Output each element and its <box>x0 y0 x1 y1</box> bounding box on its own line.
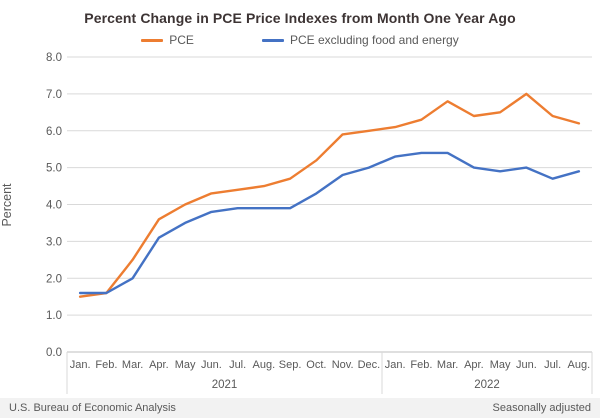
legend-item-core-pce: PCE excluding food and energy <box>261 33 459 47</box>
month-tick-label: Nov. <box>332 359 354 371</box>
month-tick-label: Jun. <box>516 359 537 371</box>
legend-label-core-pce: PCE excluding food and energy <box>289 33 459 47</box>
month-tick-label: Aug. <box>253 359 276 371</box>
legend-label-pce: PCE <box>169 33 194 47</box>
month-tick-label: Jan. <box>70 359 91 371</box>
month-tick-label: Mar. <box>437 359 458 371</box>
month-tick-label: Sep. <box>279 359 302 371</box>
footer-source: U.S. Bureau of Economic Analysis <box>9 402 176 414</box>
month-tick-label: Jun. <box>201 359 222 371</box>
series-line-pce <box>78 92 581 298</box>
y-axis-title: Percent <box>0 183 14 227</box>
y-tick-label: 2.0 <box>46 273 62 285</box>
y-tick-label: 6.0 <box>46 126 62 138</box>
month-tick-label: Apr. <box>149 359 169 371</box>
month-tick-label: Dec. <box>358 359 381 371</box>
month-tick-label: Jul. <box>544 359 561 371</box>
y-tick-label: 1.0 <box>46 310 62 322</box>
footer-note: Seasonally adjusted <box>492 402 591 414</box>
y-tick-label: 7.0 <box>46 89 62 101</box>
month-tick-label: Mar. <box>122 359 143 371</box>
month-tick-label: May <box>175 359 196 371</box>
month-tick-label: Feb. <box>95 359 117 371</box>
y-tick-label: 3.0 <box>46 236 62 248</box>
month-tick-label: Jul. <box>229 359 246 371</box>
month-tick-label: Oct. <box>306 359 326 371</box>
year-group-label: 2021 <box>212 379 238 391</box>
y-tick-label: 5.0 <box>46 163 62 175</box>
month-tick-label: Jan. <box>385 359 406 371</box>
y-tick-label: 4.0 <box>46 200 62 212</box>
footer-bar: U.S. Bureau of Economic Analysis Seasona… <box>0 398 600 418</box>
legend-item-pce: PCE <box>141 33 194 47</box>
month-tick-label: Aug. <box>568 359 591 371</box>
core-pce-line-swatch <box>261 38 284 42</box>
chart-title: Percent Change in PCE Price Indexes from… <box>84 10 516 26</box>
month-tick-label: Apr. <box>464 359 484 371</box>
legend: PCE PCE excluding food and energy <box>0 33 600 47</box>
month-tick-label: May <box>490 359 511 371</box>
year-group-label: 2022 <box>474 379 500 391</box>
series-line-pce-excluding-food-and-energy <box>78 151 581 295</box>
month-tick-label: Feb. <box>410 359 432 371</box>
y-tick-label: 0.0 <box>46 347 62 359</box>
pce-line-swatch <box>141 38 164 42</box>
y-tick-label: 8.0 <box>46 52 62 64</box>
